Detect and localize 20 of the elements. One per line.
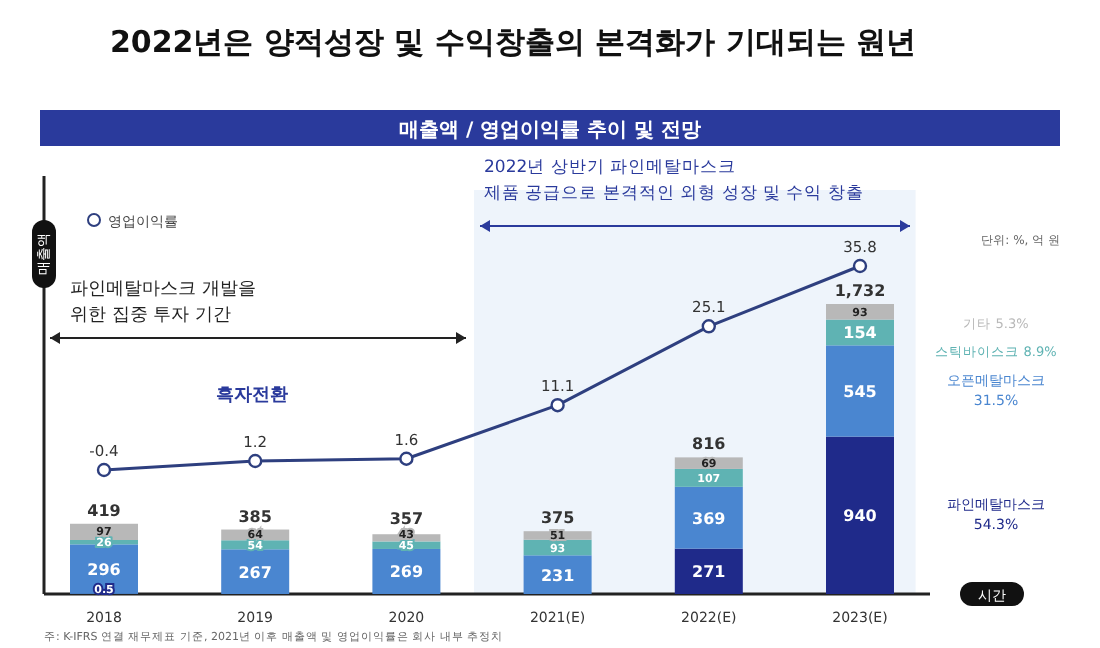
data-label: 940	[843, 507, 878, 526]
data-label: 369	[692, 509, 727, 528]
total-label: 1,732	[834, 282, 886, 300]
annotation: 파인메탈마스크 개발을 위한 집중 투자 기간	[70, 280, 256, 326]
data-label: 231	[540, 566, 576, 585]
chart-title: 2022년은 양적성장 및 수익창출의 본격화가 기대되는 원년	[110, 24, 917, 60]
total-label: 357	[389, 509, 424, 528]
total-label: 816	[692, 435, 727, 454]
data-label: 154	[843, 324, 878, 343]
total-label: 385	[238, 507, 273, 526]
total-label: 375	[540, 509, 576, 528]
data-label: 545	[843, 382, 878, 401]
total-label: 419	[87, 501, 122, 520]
data-label: 267	[238, 563, 272, 582]
data-label: 271	[692, 563, 727, 582]
data-label: 296	[87, 561, 122, 580]
text: 2022년 상반기 파인메탈마스크 제품 공급으로 본격적인 외형 성장 및 수익 창출	[484, 158, 864, 204]
annotation: 흑자전환	[216, 386, 288, 406]
data-label: 269	[389, 563, 424, 582]
chart-subtitle: 매출액 / 영업이익률 추이 및 전망	[398, 120, 702, 142]
